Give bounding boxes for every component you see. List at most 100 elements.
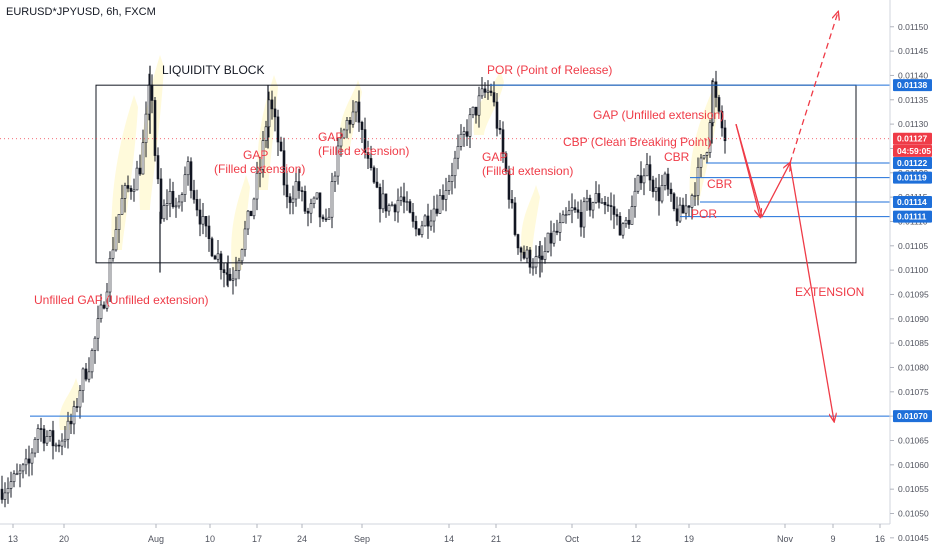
candle-body [435, 208, 439, 214]
candle-body [660, 185, 664, 202]
candle-body [471, 106, 475, 116]
candle-body [75, 406, 79, 408]
candle [231, 267, 235, 295]
candle [639, 161, 643, 190]
candle-body [132, 189, 136, 192]
candle-body [621, 223, 625, 236]
candle [195, 189, 199, 217]
candle [429, 209, 433, 231]
price-label-box [893, 132, 932, 145]
candle-body [399, 196, 403, 201]
candle [417, 228, 421, 236]
candle-body [33, 438, 37, 454]
candle-body [297, 181, 301, 191]
x-tick-label: 14 [444, 534, 454, 544]
candle-body [456, 146, 460, 159]
y-tick-label: 0.01080 [898, 362, 929, 372]
candle [168, 178, 172, 218]
price-label: 0.01138 [893, 79, 932, 92]
price-label: 04:59:05 [893, 144, 932, 157]
candle-body [6, 488, 10, 494]
candle-body [624, 219, 628, 225]
candle [111, 237, 115, 262]
candle [237, 257, 241, 280]
annotation-filled-1: (Filled extension) [214, 162, 305, 176]
candle [660, 174, 664, 204]
candle-body [600, 202, 604, 204]
candle-body [288, 196, 292, 203]
candle-body [39, 428, 43, 430]
candle-body [300, 190, 304, 192]
candle-body [594, 193, 598, 203]
candle [654, 177, 658, 201]
candle [669, 182, 673, 202]
chart-title: EURUSD*JPYUSD, 6h, FXCM [6, 6, 156, 18]
price-label-box [893, 79, 932, 92]
candle-body [60, 440, 64, 447]
candle-body [258, 169, 262, 174]
candle-body [78, 390, 82, 408]
candle-body [51, 430, 55, 447]
candle-body [687, 205, 691, 208]
candle-body [348, 120, 352, 125]
candle [351, 100, 355, 128]
candle [642, 168, 646, 196]
y-tick-label: 0.01105 [898, 241, 928, 251]
candle-body [627, 219, 631, 225]
candle [75, 397, 79, 413]
candle [0, 475, 4, 504]
candle [588, 194, 592, 217]
candle [507, 165, 511, 209]
candle-body [468, 114, 472, 137]
candle-body [426, 215, 430, 227]
price-label-box [893, 171, 932, 184]
candle [510, 189, 514, 209]
candle [243, 220, 247, 257]
candle-body [312, 197, 316, 204]
candle [405, 191, 409, 211]
candle [606, 196, 610, 212]
candle [549, 220, 553, 257]
candle [255, 161, 259, 211]
candle [627, 209, 631, 229]
candle-body [291, 198, 295, 203]
candle [153, 96, 157, 162]
candle [183, 166, 187, 203]
candle [45, 430, 49, 446]
candle [333, 171, 337, 192]
candle-body [219, 253, 223, 270]
x-tick-label: 20 [59, 534, 69, 544]
candle [198, 198, 202, 237]
candle-body [321, 216, 325, 220]
candle-body [462, 131, 466, 135]
candle-body [642, 175, 646, 184]
candle-body [159, 178, 163, 220]
x-tick-label: 21 [491, 534, 501, 544]
y-tick-label: 0.01095 [898, 289, 929, 299]
candle-body [417, 228, 421, 235]
candle [21, 463, 25, 479]
candle [600, 198, 604, 204]
candle-body [177, 201, 181, 207]
candle-body [141, 142, 145, 175]
candle-body [402, 196, 406, 203]
candle [258, 156, 262, 188]
candle-body [693, 195, 697, 197]
candle [357, 90, 361, 132]
candle [18, 464, 22, 488]
candle-body [237, 260, 241, 271]
candle-body [681, 204, 685, 214]
candle-body [675, 208, 679, 222]
candle [672, 192, 676, 212]
candle [522, 245, 526, 260]
candle-body [339, 137, 343, 147]
candle [426, 203, 430, 239]
candle [480, 76, 484, 99]
projection-arrow [735, 123, 790, 219]
candle [411, 202, 415, 228]
candle [108, 251, 112, 303]
candle-body [186, 161, 190, 176]
candle-body [564, 214, 568, 216]
candle-body [327, 216, 331, 220]
